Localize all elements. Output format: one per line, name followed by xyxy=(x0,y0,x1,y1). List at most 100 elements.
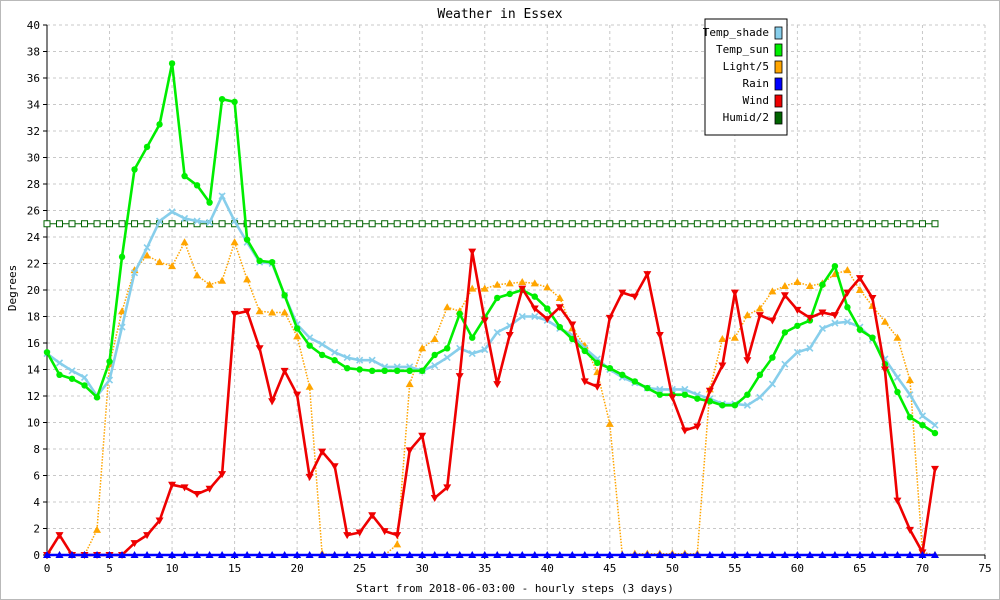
data-point xyxy=(155,551,164,558)
data-point xyxy=(230,310,239,318)
data-point xyxy=(193,182,201,189)
data-point xyxy=(818,324,826,332)
data-point xyxy=(805,551,814,558)
data-point xyxy=(43,349,51,356)
data-point xyxy=(793,220,801,228)
data-point xyxy=(105,551,114,558)
data-point xyxy=(930,465,939,473)
data-point xyxy=(343,354,351,362)
data-point xyxy=(456,310,463,318)
data-point xyxy=(381,220,389,228)
y-tick-label: 26 xyxy=(27,205,40,218)
data-point xyxy=(206,218,214,226)
data-point xyxy=(43,220,51,228)
data-point xyxy=(305,473,314,481)
data-point xyxy=(455,373,464,381)
data-point xyxy=(568,321,577,329)
data-point xyxy=(893,220,901,228)
data-point xyxy=(118,551,127,558)
data-point xyxy=(918,412,927,420)
data-point xyxy=(693,423,702,431)
data-point xyxy=(905,551,914,558)
data-point xyxy=(880,317,889,325)
data-point xyxy=(218,276,227,284)
data-point xyxy=(718,220,726,228)
data-point xyxy=(318,448,327,456)
data-point xyxy=(330,551,339,558)
data-point xyxy=(531,293,538,300)
data-point xyxy=(255,307,264,315)
data-point xyxy=(180,238,189,246)
legend-swatch xyxy=(774,60,783,74)
data-point xyxy=(543,220,551,228)
data-point xyxy=(668,394,677,402)
y-tick-label: 4 xyxy=(33,496,40,509)
data-point xyxy=(580,378,589,386)
data-point xyxy=(644,384,651,392)
data-point xyxy=(568,220,576,228)
data-point xyxy=(143,251,152,259)
data-point xyxy=(405,551,414,558)
data-point xyxy=(55,359,64,367)
data-point xyxy=(505,551,514,558)
data-point xyxy=(93,220,101,228)
data-point xyxy=(731,220,739,228)
data-point xyxy=(518,278,527,286)
data-point xyxy=(480,317,489,325)
data-point xyxy=(518,220,526,228)
data-point xyxy=(605,551,614,558)
x-tick-label: 25 xyxy=(353,562,366,575)
data-point xyxy=(181,220,189,228)
y-tick-label: 24 xyxy=(27,231,41,244)
data-point xyxy=(731,402,739,409)
data-point xyxy=(906,414,914,421)
data-point xyxy=(843,266,852,274)
x-tick-label: 5 xyxy=(106,562,113,575)
data-point xyxy=(305,551,314,558)
data-point xyxy=(368,551,377,558)
data-point xyxy=(431,351,438,359)
data-point xyxy=(531,312,539,321)
data-point xyxy=(781,220,789,228)
y-tick-label: 22 xyxy=(27,258,40,271)
y-tick-label: 32 xyxy=(27,125,40,138)
data-point xyxy=(243,308,252,316)
data-point xyxy=(318,220,326,228)
x-tick-label: 65 xyxy=(853,562,866,575)
data-point xyxy=(218,96,226,103)
data-point xyxy=(343,551,352,558)
data-point xyxy=(930,551,939,558)
data-point xyxy=(493,280,502,288)
data-point xyxy=(255,551,264,558)
data-point xyxy=(293,220,301,228)
data-point xyxy=(743,357,752,365)
data-point xyxy=(331,357,338,364)
data-point xyxy=(193,491,202,499)
data-point xyxy=(343,532,352,540)
data-point xyxy=(468,248,477,256)
x-tick-label: 60 xyxy=(791,562,804,575)
legend-label: Humid/2 xyxy=(723,111,769,124)
legend-swatch xyxy=(774,111,783,125)
data-point xyxy=(856,326,864,333)
data-point xyxy=(706,220,714,228)
data-point xyxy=(843,289,852,297)
data-point xyxy=(505,332,514,340)
data-point xyxy=(805,314,814,322)
data-point xyxy=(318,351,326,359)
data-point xyxy=(419,367,426,375)
data-point xyxy=(168,262,177,270)
data-point xyxy=(480,551,489,558)
data-point xyxy=(905,376,914,384)
data-point xyxy=(843,220,851,228)
data-point xyxy=(719,402,726,409)
data-point xyxy=(793,551,802,558)
data-point xyxy=(905,526,914,534)
data-point xyxy=(619,371,626,378)
data-point xyxy=(468,284,477,292)
legend-label: Temp_shade xyxy=(703,26,769,39)
data-point xyxy=(931,429,939,437)
data-point xyxy=(331,348,339,356)
data-point xyxy=(380,528,389,536)
series-line xyxy=(45,63,936,435)
